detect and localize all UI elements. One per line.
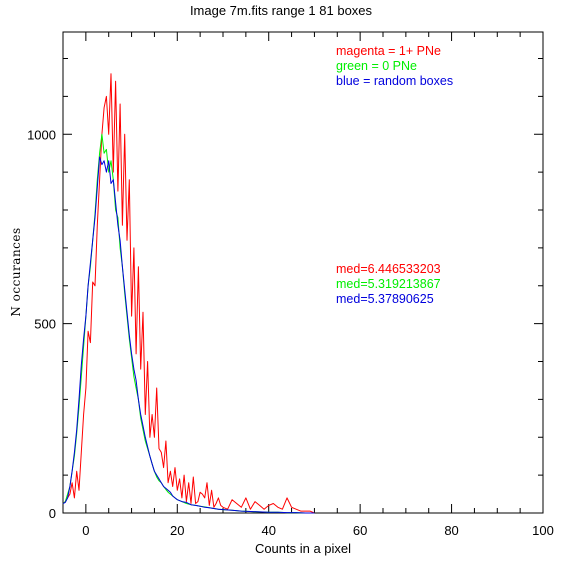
series-line-2 xyxy=(62,156,315,514)
x-axis-label: Counts in a pixel xyxy=(255,541,351,556)
y-tick-label: 0 xyxy=(49,506,56,521)
plot-frame xyxy=(62,31,544,514)
series-lines xyxy=(62,73,315,514)
y-tick-label: 500 xyxy=(34,317,56,332)
x-tick-label: 60 xyxy=(353,523,367,538)
x-tick-label: 40 xyxy=(261,523,275,538)
x-tick-label: 100 xyxy=(532,523,554,538)
y-axis-label: N occurances xyxy=(9,227,23,316)
series-line-1 xyxy=(62,133,315,514)
legend-entry-magenta: magenta = 1+ PNe xyxy=(336,44,441,58)
chart-title: Image 7m.fits range 1 81 boxes xyxy=(190,3,373,18)
x-tick-label: 0 xyxy=(82,523,89,538)
y-tick-label: 1000 xyxy=(27,127,56,142)
legend-entry-green: green = 0 PNe xyxy=(336,59,417,73)
axis-ticks xyxy=(62,32,544,514)
x-tick-label: 20 xyxy=(170,523,184,538)
x-tick-labels: 0 20 40 60 80 100 xyxy=(82,523,554,538)
median-blue: med=5.37890625 xyxy=(336,292,434,306)
x-tick-label: 80 xyxy=(444,523,458,538)
median-green: med=5.319213867 xyxy=(336,277,441,291)
legend-entry-blue: blue = random boxes xyxy=(336,74,453,88)
y-tick-labels: 0 500 1000 xyxy=(27,127,56,521)
series-line-0 xyxy=(62,73,315,514)
median-magenta: med=6.446533203 xyxy=(336,262,441,276)
legend: magenta = 1+ PNe green = 0 PNe blue = ra… xyxy=(336,44,453,88)
median-annotations: med=6.446533203 med=5.319213867 med=5.37… xyxy=(336,262,441,306)
